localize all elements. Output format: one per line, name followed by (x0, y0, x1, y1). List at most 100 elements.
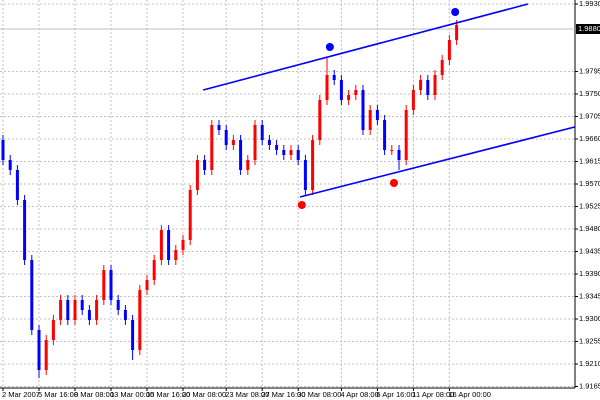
candle-body (397, 150, 401, 160)
candle-body (181, 240, 185, 250)
candle-body (311, 140, 315, 190)
y-tick-label: 1.9750 (579, 89, 600, 98)
candle-body (95, 300, 99, 320)
candle-body (375, 110, 379, 120)
last-price-label: 1.9880 (578, 24, 600, 33)
candle-body (217, 125, 221, 130)
candle-body (44, 340, 48, 370)
y-tick-label: 1.9615 (579, 156, 600, 165)
candle-body (275, 145, 279, 150)
candle-body (224, 130, 228, 145)
x-tick-label: 16 Apr 00:00 (448, 390, 491, 399)
y-tick-label: 1.9300 (579, 314, 600, 323)
candle-body (383, 120, 387, 150)
candle-body (282, 150, 286, 155)
candle-body (239, 140, 243, 170)
candle-body (368, 110, 372, 130)
candle-body (8, 160, 12, 170)
candle-body (440, 60, 444, 75)
y-tick-label: 1.9435 (579, 246, 600, 255)
candle-body (109, 270, 113, 300)
candle-body (246, 160, 250, 170)
candle-body (167, 230, 171, 260)
y-tick-label: 1.9795 (579, 66, 600, 75)
candle-body (37, 330, 41, 370)
candle-body (260, 125, 264, 140)
candle-body (447, 40, 451, 60)
x-tick-label: 4 Apr 08:00 (340, 390, 378, 399)
candle-body (116, 300, 120, 310)
last-price-box (576, 24, 600, 34)
y-tick-label: 1.9930 (579, 0, 600, 8)
candle-body (433, 75, 437, 95)
x-tick-label: 20 Mar 08:00 (182, 390, 226, 399)
y-tick-label: 1.9480 (579, 224, 600, 233)
x-tick-label: 13 Mar 00:00 (110, 390, 154, 399)
candle-body (152, 260, 156, 280)
candle-body (296, 150, 300, 160)
marker-dot (325, 43, 334, 51)
candle-body (426, 80, 430, 95)
candle-body (347, 95, 351, 100)
candle-body (23, 200, 27, 260)
candle-body (131, 320, 135, 350)
candle-body (66, 300, 70, 320)
candle-body (361, 90, 365, 130)
y-tick-label: 1.9390 (579, 269, 600, 278)
candle-body (419, 80, 423, 90)
x-tick-label: 30 Mar 08:00 (297, 390, 341, 399)
candle-body (455, 25, 459, 40)
candle-body (303, 160, 307, 190)
y-tick-label: 1.9705 (579, 111, 600, 120)
x-tick-label: 6 Apr 16:00 (376, 390, 414, 399)
candle-body (59, 300, 63, 320)
marker-dot (389, 179, 398, 187)
candle-body (51, 320, 55, 340)
marker-dot (297, 201, 306, 209)
candle-body (145, 280, 149, 290)
candle-body (87, 310, 91, 320)
candle-body (354, 90, 358, 95)
candle-body (231, 140, 235, 145)
candle-body (339, 80, 343, 100)
y-tick-label: 1.9660 (579, 134, 600, 143)
y-tick-label: 1.9165 (579, 381, 600, 390)
trend-line (299, 126, 575, 198)
candle-body (138, 290, 142, 350)
candle-body (1, 140, 5, 160)
candle-body (210, 125, 214, 170)
x-tick-label: 11 Apr 08:00 (412, 390, 454, 399)
candle-body (267, 140, 271, 145)
trend-line (202, 3, 529, 91)
candle-body (174, 250, 178, 260)
candle-body (411, 90, 415, 110)
candle-body (188, 190, 192, 240)
candle-body (123, 310, 127, 320)
x-tick-label: 27 Mar 16:00 (261, 390, 305, 399)
candle-body (80, 300, 84, 310)
x-tick-label: 15 Mar 16:00 (146, 390, 190, 399)
x-tick-label: 8 Mar 08:00 (74, 390, 114, 399)
x-tick-label: 2 Mar 2007 (2, 390, 40, 399)
candle-body (318, 100, 322, 140)
marker-dot (451, 8, 460, 16)
candle-body (102, 270, 106, 300)
y-tick-label: 1.9570 (579, 179, 600, 188)
candle-body (203, 160, 207, 170)
candle-body (332, 75, 336, 80)
candle-body (253, 125, 257, 160)
candle-body (159, 230, 163, 260)
y-tick-label: 1.9345 (579, 291, 600, 300)
y-tick-label: 1.9525 (579, 201, 600, 210)
y-tick-label: 1.9210 (579, 359, 600, 368)
candle-body (325, 75, 329, 100)
x-tick-label: 5 Mar 16:00 (38, 390, 78, 399)
candle-body (404, 110, 408, 160)
candle-body (195, 160, 199, 190)
candle-body (73, 300, 77, 320)
candle-body (15, 170, 19, 200)
candle-body (390, 150, 394, 151)
candle-body (30, 260, 34, 330)
